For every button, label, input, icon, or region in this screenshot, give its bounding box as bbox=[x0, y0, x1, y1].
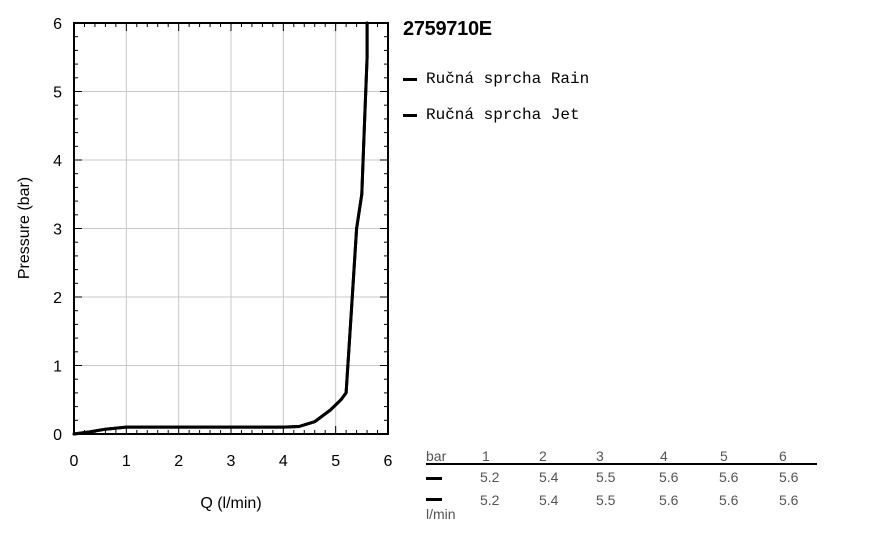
table-pressure-3: 3 bbox=[596, 448, 604, 464]
table-cell: 5.4 bbox=[539, 492, 559, 508]
y-tick-label: 4 bbox=[53, 153, 62, 170]
table-pressure-1: 1 bbox=[482, 448, 490, 464]
table-cell: 5.6 bbox=[659, 492, 679, 508]
x-tick-label: 6 bbox=[384, 453, 393, 470]
table-cell: 5.5 bbox=[596, 469, 616, 485]
pressure-flow-chart: 0 1 2 3 4 5 6 0 1 2 3 4 5 6 Q (l/min) Pressure (bar) bbox=[16, 16, 393, 512]
y-tick-label: 3 bbox=[53, 222, 62, 239]
table-pressure-2: 2 bbox=[539, 448, 547, 464]
legend-label-jet: Ručná sprcha Jet bbox=[426, 106, 580, 124]
table-unit-label: l/min bbox=[426, 506, 456, 522]
table-cell: 5.6 bbox=[719, 492, 739, 508]
x-tick-label: 0 bbox=[70, 453, 79, 470]
y-axis-label: Pressure (bar) bbox=[16, 177, 33, 279]
chart-title: 2759710E bbox=[403, 18, 492, 40]
y-tick-label: 2 bbox=[53, 290, 62, 307]
x-tick-label: 3 bbox=[227, 453, 236, 470]
table-cell: 5.6 bbox=[659, 469, 679, 485]
legend-item-jet: Ručná sprcha Jet bbox=[403, 106, 580, 124]
x-tick-label: 4 bbox=[279, 453, 288, 470]
table-cell: 5.2 bbox=[480, 492, 500, 508]
y-tick-label: 1 bbox=[53, 359, 62, 376]
x-tick-label: 1 bbox=[122, 453, 131, 470]
y-tick-label: 5 bbox=[53, 85, 62, 102]
y-tick-label: 0 bbox=[53, 427, 62, 444]
x-tick-label: 2 bbox=[174, 453, 183, 470]
table-cell: 5.6 bbox=[779, 469, 799, 485]
table-cell: 5.6 bbox=[719, 469, 739, 485]
series-lines bbox=[72, 21, 369, 436]
x-tick-label: 5 bbox=[331, 453, 340, 470]
table-row-jet-swatch bbox=[426, 498, 442, 501]
table-pressure-4: 4 bbox=[660, 448, 668, 464]
table-cell: 5.4 bbox=[539, 469, 559, 485]
table-cell: 5.6 bbox=[779, 492, 799, 508]
y-tick-label: 6 bbox=[53, 16, 62, 33]
table-header-rule bbox=[426, 463, 817, 465]
table-cell: 5.2 bbox=[480, 469, 500, 485]
legend-swatch-rain bbox=[403, 77, 417, 81]
table-bar-label: bar bbox=[426, 448, 447, 464]
x-axis-label: Q (l/min) bbox=[200, 495, 261, 512]
tick-labels: 0 1 2 3 4 5 6 0 1 2 3 4 5 6 bbox=[53, 16, 392, 470]
grid-lines bbox=[74, 23, 388, 434]
table-cell: 5.5 bbox=[596, 492, 616, 508]
legend-swatch-jet bbox=[403, 113, 417, 117]
table-pressure-5: 5 bbox=[720, 448, 728, 464]
table-row-rain-swatch bbox=[426, 477, 442, 480]
plot-frame bbox=[73, 22, 389, 435]
table-pressure-6: 6 bbox=[779, 448, 787, 464]
legend-label-rain: Ručná sprcha Rain bbox=[426, 70, 590, 88]
legend-item-rain: Ručná sprcha Rain bbox=[403, 70, 589, 88]
series-line-jet bbox=[72, 21, 369, 436]
